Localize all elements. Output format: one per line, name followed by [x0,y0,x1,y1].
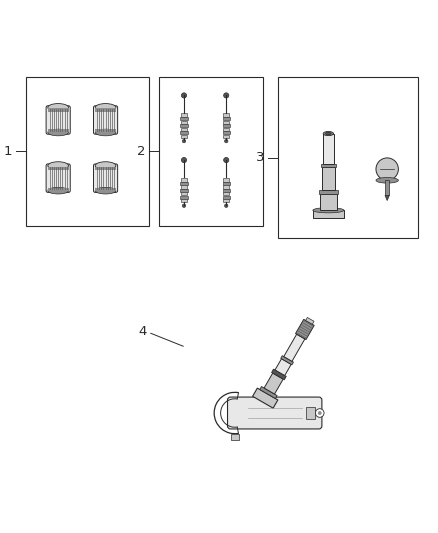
Bar [223,128,230,131]
FancyBboxPatch shape [227,397,322,429]
Bar [253,388,278,408]
Circle shape [181,157,187,163]
Bar [159,77,263,225]
Bar [223,185,230,189]
Bar [181,134,187,138]
Bar [275,359,291,376]
Circle shape [225,204,228,207]
Circle shape [225,140,228,143]
Bar [48,130,68,133]
Text: 3: 3 [256,151,264,164]
Bar [95,130,116,133]
Bar [319,190,338,194]
Ellipse shape [323,132,333,135]
Bar [180,131,187,134]
Bar [181,199,187,203]
Bar [48,188,68,191]
Bar [180,117,187,120]
Bar [223,199,229,203]
Bar [278,77,418,238]
Bar [181,128,187,131]
Bar [181,185,187,189]
Text: 4: 4 [138,325,146,337]
Bar [260,386,277,399]
Ellipse shape [48,129,68,136]
Bar [223,121,230,124]
FancyBboxPatch shape [46,164,70,192]
Bar [223,134,229,138]
Text: 2: 2 [137,145,145,158]
Ellipse shape [313,208,344,213]
Bar [322,167,335,190]
Circle shape [224,157,229,163]
FancyBboxPatch shape [93,164,118,192]
Ellipse shape [95,103,116,111]
Bar [323,134,333,164]
Bar [223,124,230,127]
Bar [95,108,116,112]
Bar [48,108,68,112]
Bar [385,180,389,196]
Text: 1: 1 [4,145,12,158]
Circle shape [182,140,186,143]
Ellipse shape [48,103,68,111]
Bar [223,131,230,134]
Bar [180,182,187,185]
Circle shape [224,93,229,98]
Ellipse shape [376,177,399,183]
Bar [180,124,187,127]
Bar [26,77,148,225]
Bar [223,196,230,199]
Circle shape [318,411,321,415]
Circle shape [181,93,187,98]
Bar [223,182,230,185]
Bar [181,177,187,182]
Bar [180,196,187,199]
Bar [48,166,68,170]
Bar [181,113,187,117]
Bar [284,334,305,361]
FancyBboxPatch shape [93,106,118,134]
Bar [296,319,314,340]
Bar [321,164,336,167]
Circle shape [376,158,399,180]
Bar [223,192,230,196]
Bar [181,121,187,124]
Ellipse shape [95,129,116,136]
Bar [223,113,229,117]
Bar [272,369,286,380]
Bar [264,373,283,394]
Bar [95,166,116,170]
Bar [306,407,315,419]
Bar [95,188,116,191]
Ellipse shape [48,161,68,169]
Ellipse shape [48,188,68,194]
Bar [223,117,230,120]
Bar [181,192,187,196]
Bar [306,318,314,324]
Bar [230,434,239,440]
Bar [281,356,293,365]
Bar [180,189,187,192]
Ellipse shape [95,188,116,194]
Bar [313,210,344,218]
Ellipse shape [325,132,331,135]
Bar [223,177,229,182]
Polygon shape [385,196,389,200]
Circle shape [315,409,324,417]
FancyBboxPatch shape [46,106,70,134]
Circle shape [182,204,186,207]
Ellipse shape [95,161,116,169]
Bar [223,189,230,192]
Bar [320,194,336,210]
